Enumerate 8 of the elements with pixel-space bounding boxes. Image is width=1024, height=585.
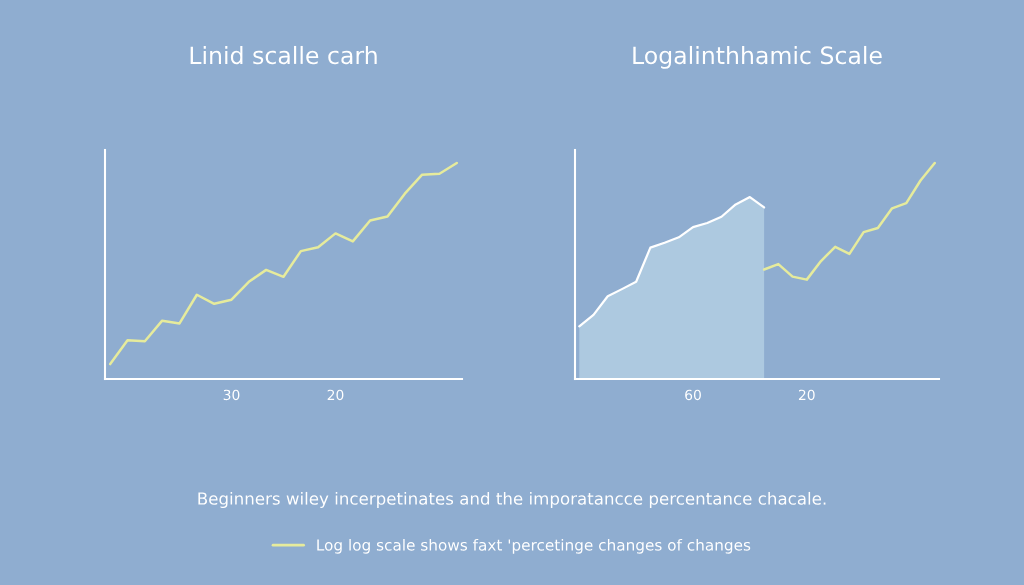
chart-title: Linid scalle carh (190, 45, 377, 65)
x-tick-label: 30 (223, 389, 240, 401)
x-tick-label: 60 (685, 389, 701, 401)
x-tick-label: 20 (327, 389, 344, 401)
x-tick-label: 20 (798, 389, 815, 401)
text: Beginners wiley incerpetinates and the imporatancce percentance chacale. (198, 491, 826, 509)
legend-label: Log log scale shows faxt 'percetinge changes of changes (317, 538, 751, 554)
chart-title: Logalinthhamic Scale (633, 45, 882, 69)
